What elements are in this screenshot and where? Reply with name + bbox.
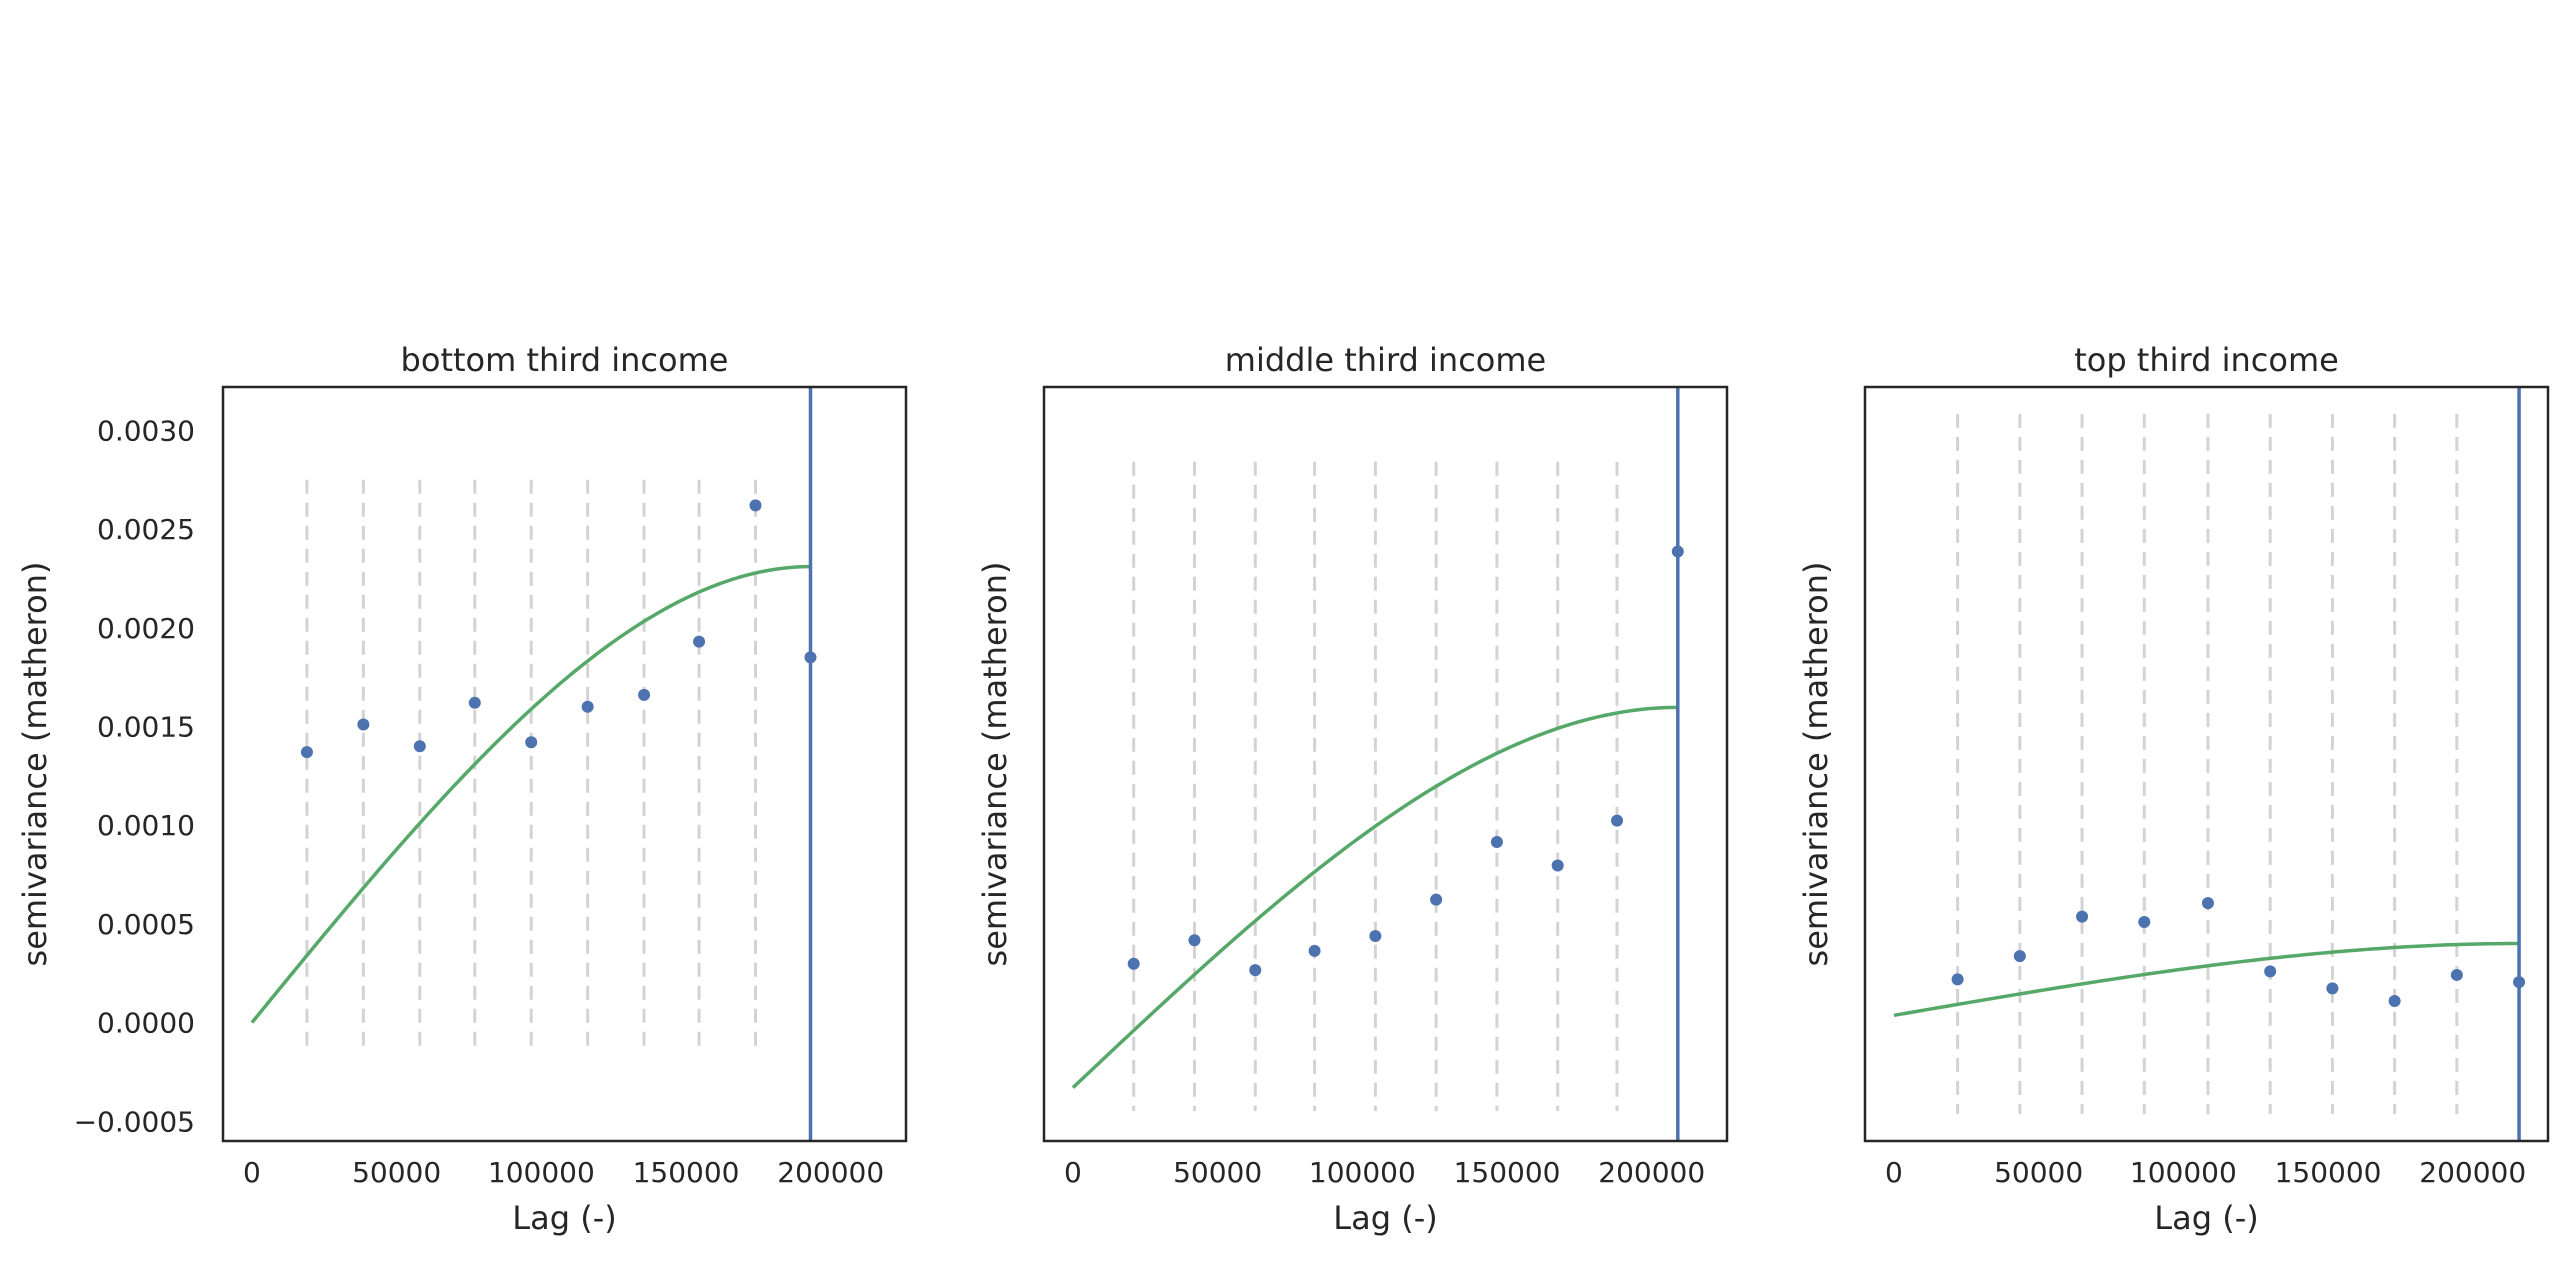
axes-frame — [1042, 385, 1729, 1143]
panel-title: bottom third income — [401, 341, 729, 379]
experimental-point — [2513, 976, 2526, 989]
experimental-point — [1551, 859, 1564, 872]
experimental-point — [749, 499, 762, 512]
x-tick-label: 150000 — [2275, 1156, 2382, 1189]
y-tick-label: 0.0015 — [97, 710, 195, 743]
panel-2: 0 50000 100000 150000 200000 middle third inc… — [976, 341, 1729, 1237]
experimental-point — [693, 635, 706, 648]
plot-area — [1893, 387, 2526, 1141]
x-tick-label: 50000 — [1173, 1156, 1262, 1189]
experimental-point — [1671, 545, 1684, 558]
axes-frame — [221, 385, 908, 1143]
x-tick-label: 150000 — [633, 1156, 740, 1189]
experimental-point — [638, 688, 651, 701]
experimental-point — [2326, 982, 2339, 995]
y-tick-label: 0.0025 — [97, 513, 195, 546]
x-tick-label: 100000 — [488, 1156, 595, 1189]
x-tick-label: 200000 — [1598, 1156, 1705, 1189]
model-curve — [1893, 941, 2520, 1018]
panel-title: middle third income — [1225, 341, 1546, 379]
x-axis-label: Lag (-) — [1333, 1199, 1437, 1237]
x-tick-label: 0 — [1885, 1156, 1903, 1189]
x-tick-label: 100000 — [1309, 1156, 1416, 1189]
experimental-point — [525, 736, 538, 749]
x-tick-label: 0 — [1064, 1156, 1082, 1189]
x-tick-label: 200000 — [777, 1156, 884, 1189]
y-axis-label: semivariance (matheron) — [976, 562, 1014, 967]
y-tick-label: 0.0010 — [97, 809, 195, 842]
experimental-point — [2013, 950, 2026, 963]
experimental-point — [581, 700, 594, 713]
experimental-point — [2264, 965, 2277, 978]
experimental-point — [1430, 893, 1443, 906]
x-axis-label: Lag (-) — [512, 1199, 616, 1237]
experimental-point — [1188, 934, 1201, 947]
experimental-point — [1951, 973, 1964, 986]
x-tick-label: 100000 — [2130, 1156, 2237, 1189]
y-tick-label: 0.0005 — [97, 908, 195, 941]
y-tick-label: −0.0005 — [74, 1105, 195, 1138]
experimental-point — [1249, 964, 1262, 977]
x-tick-label: 50000 — [352, 1156, 441, 1189]
plot-area — [1071, 387, 1684, 1141]
experimental-point — [468, 696, 481, 709]
panel-1: 0 50000 100000 150000 200000 −0.0005 0.0000 0.0… — [16, 341, 908, 1237]
experimental-point — [1369, 929, 1382, 942]
experimental-point — [1611, 814, 1624, 827]
experimental-point — [2388, 994, 2401, 1007]
x-tick-label: 0 — [243, 1156, 261, 1189]
x-tick-label: 200000 — [2419, 1156, 2526, 1189]
panel-title: top third income — [2074, 341, 2339, 379]
y-tick-label: 0.0020 — [97, 612, 195, 645]
y-tick-label: 0.0000 — [97, 1007, 195, 1040]
x-tick-label: 150000 — [1454, 1156, 1561, 1189]
experimental-point — [2450, 968, 2463, 981]
experimental-point — [804, 651, 817, 664]
experimental-point — [2138, 915, 2151, 928]
experimental-point — [300, 746, 313, 759]
axes-frame — [1863, 385, 2550, 1143]
y-axis-label: semivariance (matheron) — [16, 562, 54, 967]
experimental-point — [1308, 944, 1321, 957]
experimental-point — [413, 740, 426, 753]
experimental-point — [1490, 835, 1503, 848]
panel-3: 0 50000 100000 150000 200000 top third income… — [1797, 341, 2550, 1237]
x-tick-label: 50000 — [1994, 1156, 2083, 1189]
y-axis-label: semivariance (matheron) — [1797, 562, 1835, 967]
x-axis-label: Lag (-) — [2154, 1199, 2258, 1237]
plot-area — [250, 387, 817, 1141]
experimental-point — [1127, 957, 1140, 970]
experimental-point — [357, 718, 370, 731]
experimental-point — [2201, 897, 2214, 910]
model-curve — [1071, 705, 1678, 1089]
y-tick-label: 0.0030 — [97, 414, 195, 447]
experimental-point — [2076, 910, 2089, 923]
model-curve — [250, 564, 811, 1024]
